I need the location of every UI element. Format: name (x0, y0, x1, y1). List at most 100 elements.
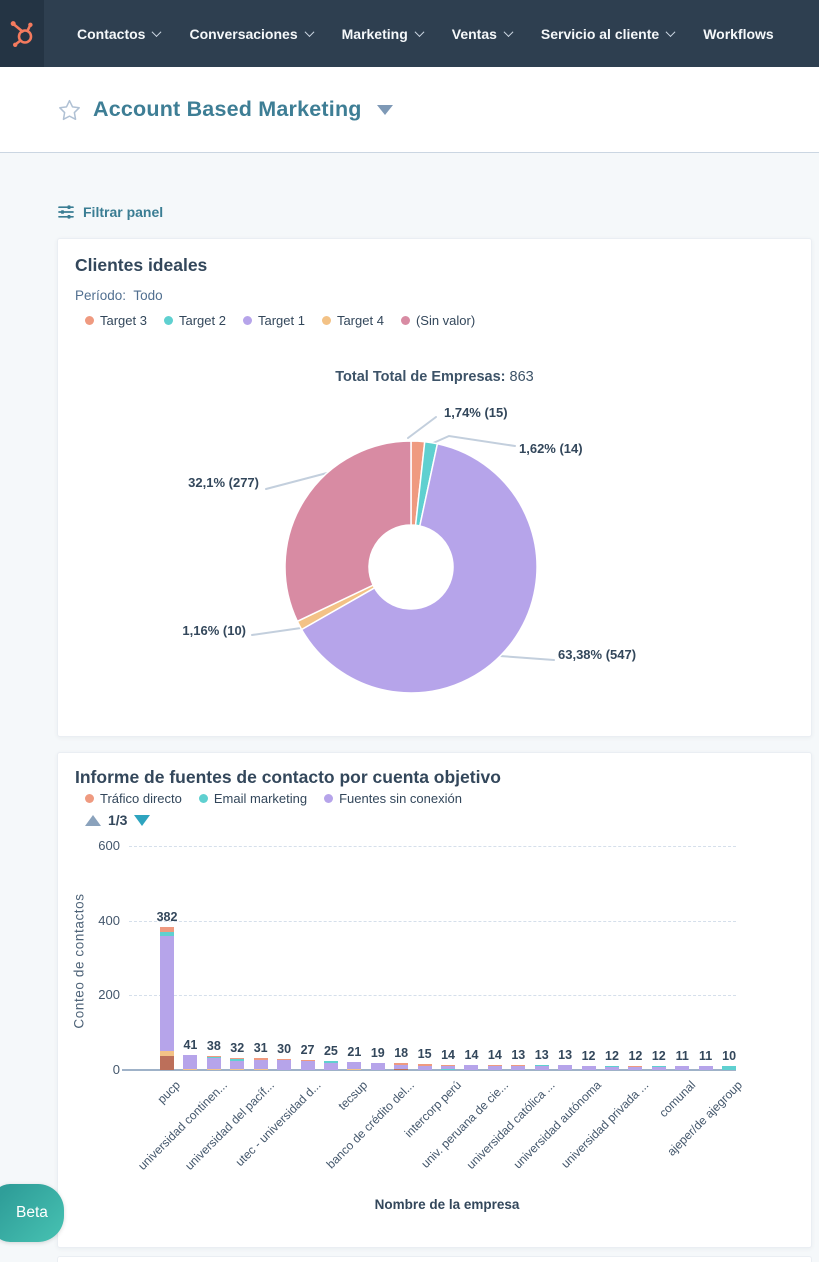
bar-segment-purple[interactable] (160, 935, 174, 1052)
legend-item-trafico-directo[interactable]: Tráfico directo (85, 791, 182, 806)
bar-segment-salmon[interactable] (183, 1054, 198, 1056)
donut-slice-target-1[interactable] (300, 442, 538, 694)
bar-segment-salmon[interactable] (628, 1065, 643, 1067)
bar-stack[interactable] (253, 1058, 268, 1070)
bar-segment-teal[interactable] (651, 1065, 666, 1067)
bar-segment-salmon[interactable] (487, 1064, 502, 1066)
bar-segment-purple[interactable] (394, 1064, 409, 1069)
legend-item-fuentes-sin-conexion[interactable]: Fuentes sin conexión (324, 791, 462, 806)
legend-item-target-3[interactable]: Target 3 (85, 313, 147, 328)
bar-segment-yellow[interactable] (253, 1068, 268, 1070)
bar-segment-purple[interactable] (651, 1066, 666, 1070)
bar-stack[interactable] (277, 1058, 292, 1070)
bar-segment-purple[interactable] (347, 1062, 362, 1069)
bar-segment-purple[interactable] (183, 1055, 198, 1070)
bar-segment-salmon[interactable] (230, 1058, 245, 1060)
bar-segment-teal[interactable] (206, 1056, 221, 1059)
bar-segment-salmon[interactable] (160, 927, 174, 932)
bar-segment-salmon[interactable] (206, 1055, 221, 1057)
bar-segment-teal[interactable] (230, 1059, 245, 1061)
bar-stack[interactable] (604, 1065, 619, 1070)
bar-stack[interactable] (347, 1062, 362, 1070)
bar-segment-yellow[interactable] (160, 1051, 174, 1056)
bar-segment-salmon[interactable] (417, 1064, 432, 1066)
bar-segment-teal[interactable] (722, 1066, 737, 1070)
bar-stack[interactable] (558, 1065, 573, 1070)
bar-segment-purple[interactable] (253, 1059, 268, 1069)
bar-segment-salmon[interactable] (277, 1058, 292, 1061)
bar-stack[interactable] (675, 1065, 690, 1070)
nav-item-servicio-al-cliente[interactable]: Servicio al cliente (541, 26, 676, 42)
bar-segment-purple[interactable] (511, 1066, 526, 1070)
bar-segment-purple[interactable] (300, 1061, 315, 1070)
bar-segment-purple[interactable] (604, 1067, 619, 1070)
nav-item-contactos[interactable]: Contactos (77, 26, 162, 42)
bar-stack[interactable] (534, 1065, 549, 1070)
bar-segment-purple[interactable] (230, 1060, 245, 1069)
bar-stack[interactable] (487, 1064, 502, 1070)
bar-segment-purple[interactable] (417, 1065, 432, 1070)
pager-down-icon[interactable] (134, 814, 151, 826)
bar-segment-rust[interactable] (394, 1068, 409, 1070)
bar-segment-teal[interactable] (160, 931, 174, 936)
bar-stack[interactable] (417, 1064, 432, 1070)
bar-stack[interactable] (441, 1064, 456, 1070)
bar-segment-salmon[interactable] (253, 1058, 268, 1060)
star-icon[interactable] (58, 99, 81, 121)
dashboard-selector-caret-icon[interactable] (376, 104, 393, 115)
legend-item-email-marketing[interactable]: Email marketing (198, 791, 307, 806)
bar-segment-teal[interactable] (323, 1060, 338, 1063)
bar-segment-salmon[interactable] (604, 1065, 619, 1067)
bar-segment-teal[interactable] (604, 1066, 619, 1067)
legend-item-target-4[interactable]: Target 4 (321, 313, 384, 328)
bar-segment-yellow[interactable] (347, 1068, 362, 1070)
bar-segment-purple[interactable] (323, 1062, 338, 1070)
bar-segment-purple[interactable] (558, 1065, 573, 1070)
bar-segment-purple[interactable] (628, 1066, 643, 1070)
filter-panel-button[interactable]: Filtrar panel (58, 204, 163, 220)
bar-stack[interactable] (160, 927, 174, 1070)
bar-segment-yellow[interactable] (230, 1068, 245, 1070)
bar-segment-yellow[interactable] (183, 1069, 198, 1070)
bar-segment-purple[interactable] (464, 1064, 479, 1070)
bar-segment-purple[interactable] (698, 1065, 713, 1070)
bar-segment-yellow[interactable] (206, 1068, 221, 1070)
bar-stack[interactable] (698, 1065, 713, 1070)
bar-stack[interactable] (370, 1062, 385, 1070)
nav-item-conversaciones[interactable]: Conversaciones (189, 26, 315, 42)
bar-segment-rust[interactable] (160, 1055, 174, 1070)
bar-stack[interactable] (300, 1059, 315, 1070)
beta-badge[interactable]: Beta (0, 1184, 64, 1242)
bar-segment-purple[interactable] (581, 1065, 596, 1070)
bar-segment-purple[interactable] (206, 1058, 221, 1069)
bar-stack[interactable] (511, 1065, 526, 1070)
bar-segment-salmon[interactable] (441, 1064, 456, 1066)
bar-stack[interactable] (581, 1065, 596, 1070)
hubspot-logo[interactable] (0, 0, 44, 67)
bar-segment-purple[interactable] (277, 1060, 292, 1070)
legend-item-sin-valor[interactable]: (Sin valor) (400, 313, 475, 328)
bar-segment-salmon[interactable] (300, 1059, 315, 1062)
bar-stack[interactable] (230, 1058, 245, 1070)
bar-segment-salmon[interactable] (511, 1065, 526, 1067)
nav-item-workflows[interactable]: Workflows (703, 26, 774, 42)
nav-item-marketing[interactable]: Marketing (342, 26, 425, 42)
legend-item-target-2[interactable]: Target 2 (163, 313, 226, 328)
bar-stack[interactable] (323, 1060, 338, 1070)
bar-stack[interactable] (722, 1066, 737, 1070)
bar-segment-purple[interactable] (441, 1065, 456, 1069)
bar-segment-salmon[interactable] (394, 1063, 409, 1065)
bar-segment-purple[interactable] (487, 1065, 502, 1070)
legend-item-target-1[interactable]: Target 1 (242, 313, 305, 328)
bar-stack[interactable] (651, 1065, 666, 1070)
pager-up-icon[interactable] (85, 814, 101, 826)
bar-segment-purple[interactable] (675, 1065, 690, 1070)
period-value[interactable]: Todo (133, 288, 163, 303)
bar-segment-teal[interactable] (441, 1068, 456, 1070)
bar-stack[interactable] (394, 1063, 409, 1070)
nav-item-ventas[interactable]: Ventas (452, 26, 514, 42)
bar-stack[interactable] (628, 1065, 643, 1070)
bar-stack[interactable] (206, 1055, 221, 1070)
bar-segment-purple[interactable] (370, 1062, 385, 1070)
bar-stack[interactable] (464, 1064, 479, 1070)
